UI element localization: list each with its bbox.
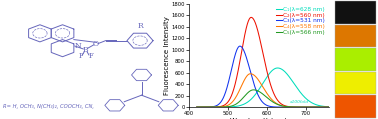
C₃(λ=531 nm) xyxy=(203,106,207,108)
FancyBboxPatch shape xyxy=(335,25,376,47)
C₅(λ=566 nm) xyxy=(271,102,276,103)
C₄(λ=558 nm) xyxy=(195,106,199,108)
FancyBboxPatch shape xyxy=(335,72,376,94)
C₂(λ=560 nm) xyxy=(249,17,253,18)
C₃(λ=531 nm) xyxy=(308,106,313,108)
Line: C₅(λ=566 nm): C₅(λ=566 nm) xyxy=(197,90,329,107)
C₁(λ=628 nm) xyxy=(295,87,299,89)
C₃(λ=531 nm) xyxy=(295,106,299,108)
C₄(λ=558 nm) xyxy=(327,106,331,108)
Text: N: N xyxy=(75,42,82,50)
C₅(λ=566 nm) xyxy=(308,106,313,108)
C₁(λ=628 nm) xyxy=(275,67,280,69)
Line: C₂(λ=560 nm): C₂(λ=560 nm) xyxy=(197,17,329,107)
C₃(λ=531 nm) xyxy=(327,106,331,108)
C₄(λ=558 nm) xyxy=(308,106,313,108)
X-axis label: Wavelength(nm): Wavelength(nm) xyxy=(230,118,288,119)
C₁(λ=628 nm) xyxy=(195,106,199,108)
C₃(λ=531 nm) xyxy=(271,106,276,108)
C₅(λ=566 nm) xyxy=(275,104,279,105)
C₂(λ=560 nm) xyxy=(203,106,207,108)
FancyBboxPatch shape xyxy=(335,48,376,71)
C₁(λ=628 nm) xyxy=(275,67,279,69)
C₃(λ=531 nm) xyxy=(195,106,199,108)
Line: C₃(λ=531 nm): C₃(λ=531 nm) xyxy=(197,46,329,107)
C₂(λ=560 nm) xyxy=(279,103,284,104)
C₂(λ=560 nm) xyxy=(327,106,331,108)
C₅(λ=566 nm) xyxy=(327,106,331,108)
C₁(λ=628 nm) xyxy=(271,69,276,70)
Line: C₁(λ=628 nm): C₁(λ=628 nm) xyxy=(197,68,329,107)
C₄(λ=558 nm) xyxy=(271,101,276,102)
C₄(λ=558 nm) xyxy=(203,106,207,108)
C₂(λ=560 nm) xyxy=(275,99,279,100)
C₂(λ=560 nm) xyxy=(271,92,276,94)
C₄(λ=558 nm) xyxy=(248,73,253,74)
Text: F: F xyxy=(78,52,83,60)
Text: R: R xyxy=(137,22,143,30)
C₅(λ=566 nm) xyxy=(203,106,207,108)
FancyBboxPatch shape xyxy=(335,1,376,24)
C₃(λ=531 nm) xyxy=(279,106,284,108)
C₁(λ=628 nm) xyxy=(327,106,331,108)
Text: B: B xyxy=(83,46,88,54)
Text: O: O xyxy=(93,40,99,48)
C₁(λ=628 nm) xyxy=(203,106,207,108)
Line: C₄(λ=558 nm): C₄(λ=558 nm) xyxy=(197,74,329,107)
Text: x100fold: x100fold xyxy=(289,100,308,104)
C₁(λ=628 nm) xyxy=(279,68,284,70)
C₂(λ=560 nm) xyxy=(308,106,313,108)
Y-axis label: Fluorescence Intensity: Fluorescence Intensity xyxy=(164,16,170,95)
C₄(λ=558 nm) xyxy=(275,103,279,104)
C₄(λ=558 nm) xyxy=(295,106,299,108)
C₅(λ=566 nm) xyxy=(195,106,199,108)
FancyBboxPatch shape xyxy=(335,95,376,118)
C₃(λ=531 nm) xyxy=(238,45,242,47)
C₁(λ=628 nm) xyxy=(308,101,313,103)
C₅(λ=566 nm) xyxy=(279,105,284,106)
C₅(λ=566 nm) xyxy=(295,106,299,108)
C₂(λ=560 nm) xyxy=(195,106,199,108)
Text: F: F xyxy=(88,52,93,60)
C₄(λ=558 nm) xyxy=(279,105,284,106)
C₂(λ=560 nm) xyxy=(295,106,299,108)
Text: R= H, OCH₃, N(CH₃)₂, COOCH₃, CN,: R= H, OCH₃, N(CH₃)₂, COOCH₃, CN, xyxy=(3,104,94,109)
Legend: C₁(λ=628 nm), C₂(λ=560 nm), C₃(λ=531 nm), C₄(λ=558 nm), C₅(λ=566 nm): C₁(λ=628 nm), C₂(λ=560 nm), C₃(λ=531 nm)… xyxy=(274,5,328,37)
C₅(λ=566 nm) xyxy=(251,89,256,91)
C₃(λ=531 nm) xyxy=(275,106,279,108)
